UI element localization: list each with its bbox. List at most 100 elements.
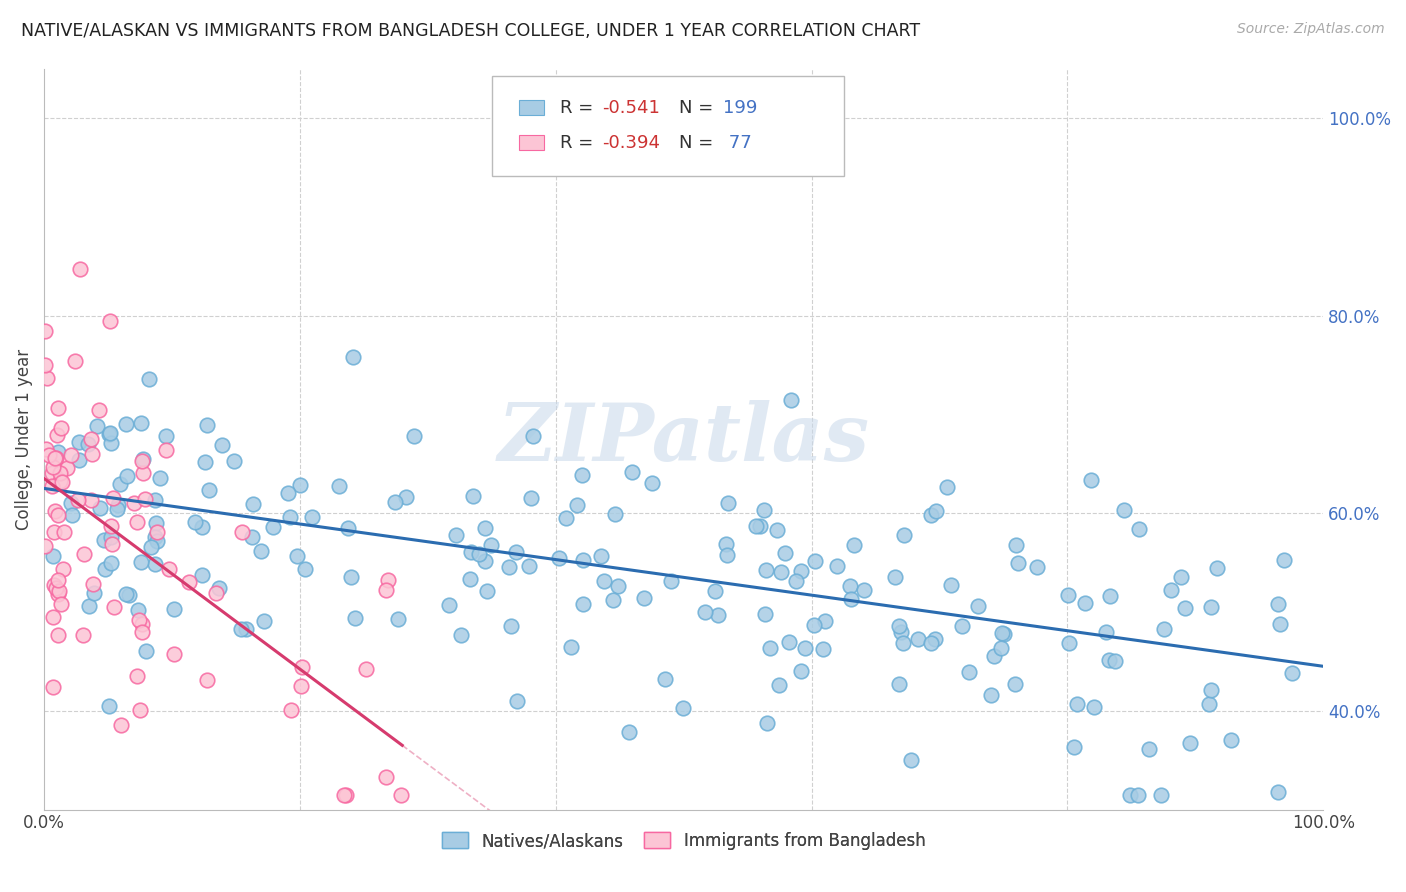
Natives/Alaskans <box>522 429 544 443</box>
Natives/Alaskans <box>105 502 128 516</box>
Natives/Alaskans <box>250 543 273 558</box>
Immigrants from Bangladesh <box>82 577 104 591</box>
Natives/Alaskans <box>1170 570 1192 584</box>
Natives/Alaskans <box>1272 552 1295 566</box>
Legend: Natives/Alaskans, Immigrants from Bangladesh: Natives/Alaskans, Immigrants from Bangla… <box>434 825 932 857</box>
Natives/Alaskans <box>519 559 541 574</box>
Immigrants from Bangladesh <box>49 597 72 611</box>
Natives/Alaskans <box>567 498 589 512</box>
Text: R =: R = <box>560 134 599 152</box>
Natives/Alaskans <box>979 688 1001 702</box>
Natives/Alaskans <box>183 515 205 529</box>
Natives/Alaskans <box>131 556 153 570</box>
Natives/Alaskans <box>108 476 131 491</box>
Immigrants from Bangladesh <box>41 479 63 493</box>
Natives/Alaskans <box>957 665 980 679</box>
Natives/Alaskans <box>477 584 499 599</box>
Natives/Alaskans <box>983 649 1005 664</box>
Natives/Alaskans <box>1066 698 1088 712</box>
Natives/Alaskans <box>1267 785 1289 799</box>
Natives/Alaskans <box>100 435 122 450</box>
Natives/Alaskans <box>474 521 496 535</box>
Natives/Alaskans <box>754 607 776 622</box>
Natives/Alaskans <box>474 554 496 568</box>
Natives/Alaskans <box>606 579 628 593</box>
Natives/Alaskans <box>790 564 813 578</box>
Natives/Alaskans <box>1128 522 1150 536</box>
Natives/Alaskans <box>825 559 848 574</box>
Natives/Alaskans <box>229 622 252 636</box>
Natives/Alaskans <box>1205 561 1227 575</box>
Natives/Alaskans <box>707 608 730 623</box>
Natives/Alaskans <box>146 533 169 548</box>
Natives/Alaskans <box>235 622 257 636</box>
Immigrants from Bangladesh <box>73 547 96 561</box>
Natives/Alaskans <box>745 519 768 533</box>
Natives/Alaskans <box>593 574 616 589</box>
Text: 199: 199 <box>723 99 758 117</box>
Immigrants from Bangladesh <box>80 432 103 446</box>
Natives/Alaskans <box>554 511 576 525</box>
Natives/Alaskans <box>925 504 948 518</box>
Immigrants from Bangladesh <box>80 447 103 461</box>
Natives/Alaskans <box>803 618 825 632</box>
Immigrants from Bangladesh <box>389 788 412 802</box>
Immigrants from Bangladesh <box>80 493 103 508</box>
Natives/Alaskans <box>77 599 100 614</box>
Natives/Alaskans <box>42 549 65 564</box>
Natives/Alaskans <box>780 393 803 408</box>
Natives/Alaskans <box>991 625 1014 640</box>
Natives/Alaskans <box>939 578 962 592</box>
Text: Source: ZipAtlas.com: Source: ZipAtlas.com <box>1237 22 1385 37</box>
Natives/Alaskans <box>1160 582 1182 597</box>
Immigrants from Bangladesh <box>44 504 66 518</box>
Natives/Alaskans <box>278 510 301 524</box>
Natives/Alaskans <box>242 497 264 511</box>
Natives/Alaskans <box>654 672 676 686</box>
Bar <box>519 101 544 115</box>
Natives/Alaskans <box>301 510 323 524</box>
Immigrants from Bangladesh <box>103 600 125 615</box>
Natives/Alaskans <box>785 574 807 588</box>
Natives/Alaskans <box>285 549 308 563</box>
Natives/Alaskans <box>328 478 350 492</box>
Natives/Alaskans <box>143 492 166 507</box>
Natives/Alaskans <box>336 521 359 535</box>
Natives/Alaskans <box>1005 539 1028 553</box>
Natives/Alaskans <box>191 567 214 582</box>
Natives/Alaskans <box>145 516 167 531</box>
Natives/Alaskans <box>1098 589 1121 603</box>
Immigrants from Bangladesh <box>48 583 70 598</box>
Natives/Alaskans <box>841 591 863 606</box>
Immigrants from Bangladesh <box>157 562 180 576</box>
Natives/Alaskans <box>77 437 100 451</box>
Natives/Alaskans <box>340 569 363 583</box>
Natives/Alaskans <box>1004 677 1026 691</box>
Natives/Alaskans <box>1153 622 1175 636</box>
Natives/Alaskans <box>768 678 790 692</box>
Natives/Alaskans <box>1139 741 1161 756</box>
Natives/Alaskans <box>659 574 682 588</box>
Immigrants from Bangladesh <box>291 660 314 674</box>
Natives/Alaskans <box>990 640 1012 655</box>
Natives/Alaskans <box>1281 666 1303 681</box>
Natives/Alaskans <box>191 520 214 534</box>
Natives/Alaskans <box>253 614 276 628</box>
Natives/Alaskans <box>814 614 837 628</box>
Natives/Alaskans <box>117 469 139 483</box>
Immigrants from Bangladesh <box>42 460 65 475</box>
Natives/Alaskans <box>404 428 426 442</box>
Natives/Alaskans <box>766 523 789 537</box>
Natives/Alaskans <box>294 562 316 576</box>
Natives/Alaskans <box>194 454 217 468</box>
Immigrants from Bangladesh <box>38 448 60 462</box>
Immigrants from Bangladesh <box>333 788 356 802</box>
Natives/Alaskans <box>605 507 627 521</box>
Immigrants from Bangladesh <box>72 628 94 642</box>
Natives/Alaskans <box>520 491 543 505</box>
Natives/Alaskans <box>100 530 122 544</box>
Natives/Alaskans <box>60 496 83 510</box>
Natives/Alaskans <box>149 471 172 485</box>
Natives/Alaskans <box>1080 473 1102 487</box>
Natives/Alaskans <box>127 603 149 617</box>
